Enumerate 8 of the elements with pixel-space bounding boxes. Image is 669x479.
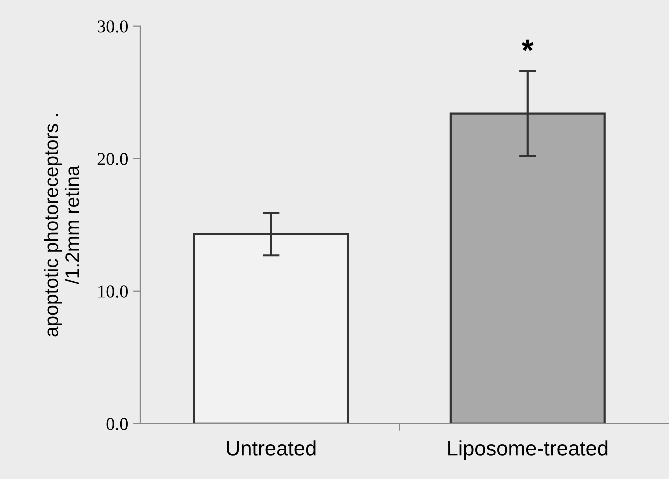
- y-tick-label: 0.0: [106, 418, 128, 430]
- x-tick-label: Untreated: [227, 440, 316, 456]
- y-axis-title: apoptotic photoreceptors . /1.2mm retina: [44, 114, 80, 337]
- x-tick-label: Liposome-treated: [448, 440, 608, 460]
- y-tick-label: 10.0: [98, 286, 128, 298]
- annotation: *: [522, 40, 534, 52]
- y-tick-label: 30.0: [98, 20, 128, 33]
- y-tick-label: 20.0: [98, 153, 128, 166]
